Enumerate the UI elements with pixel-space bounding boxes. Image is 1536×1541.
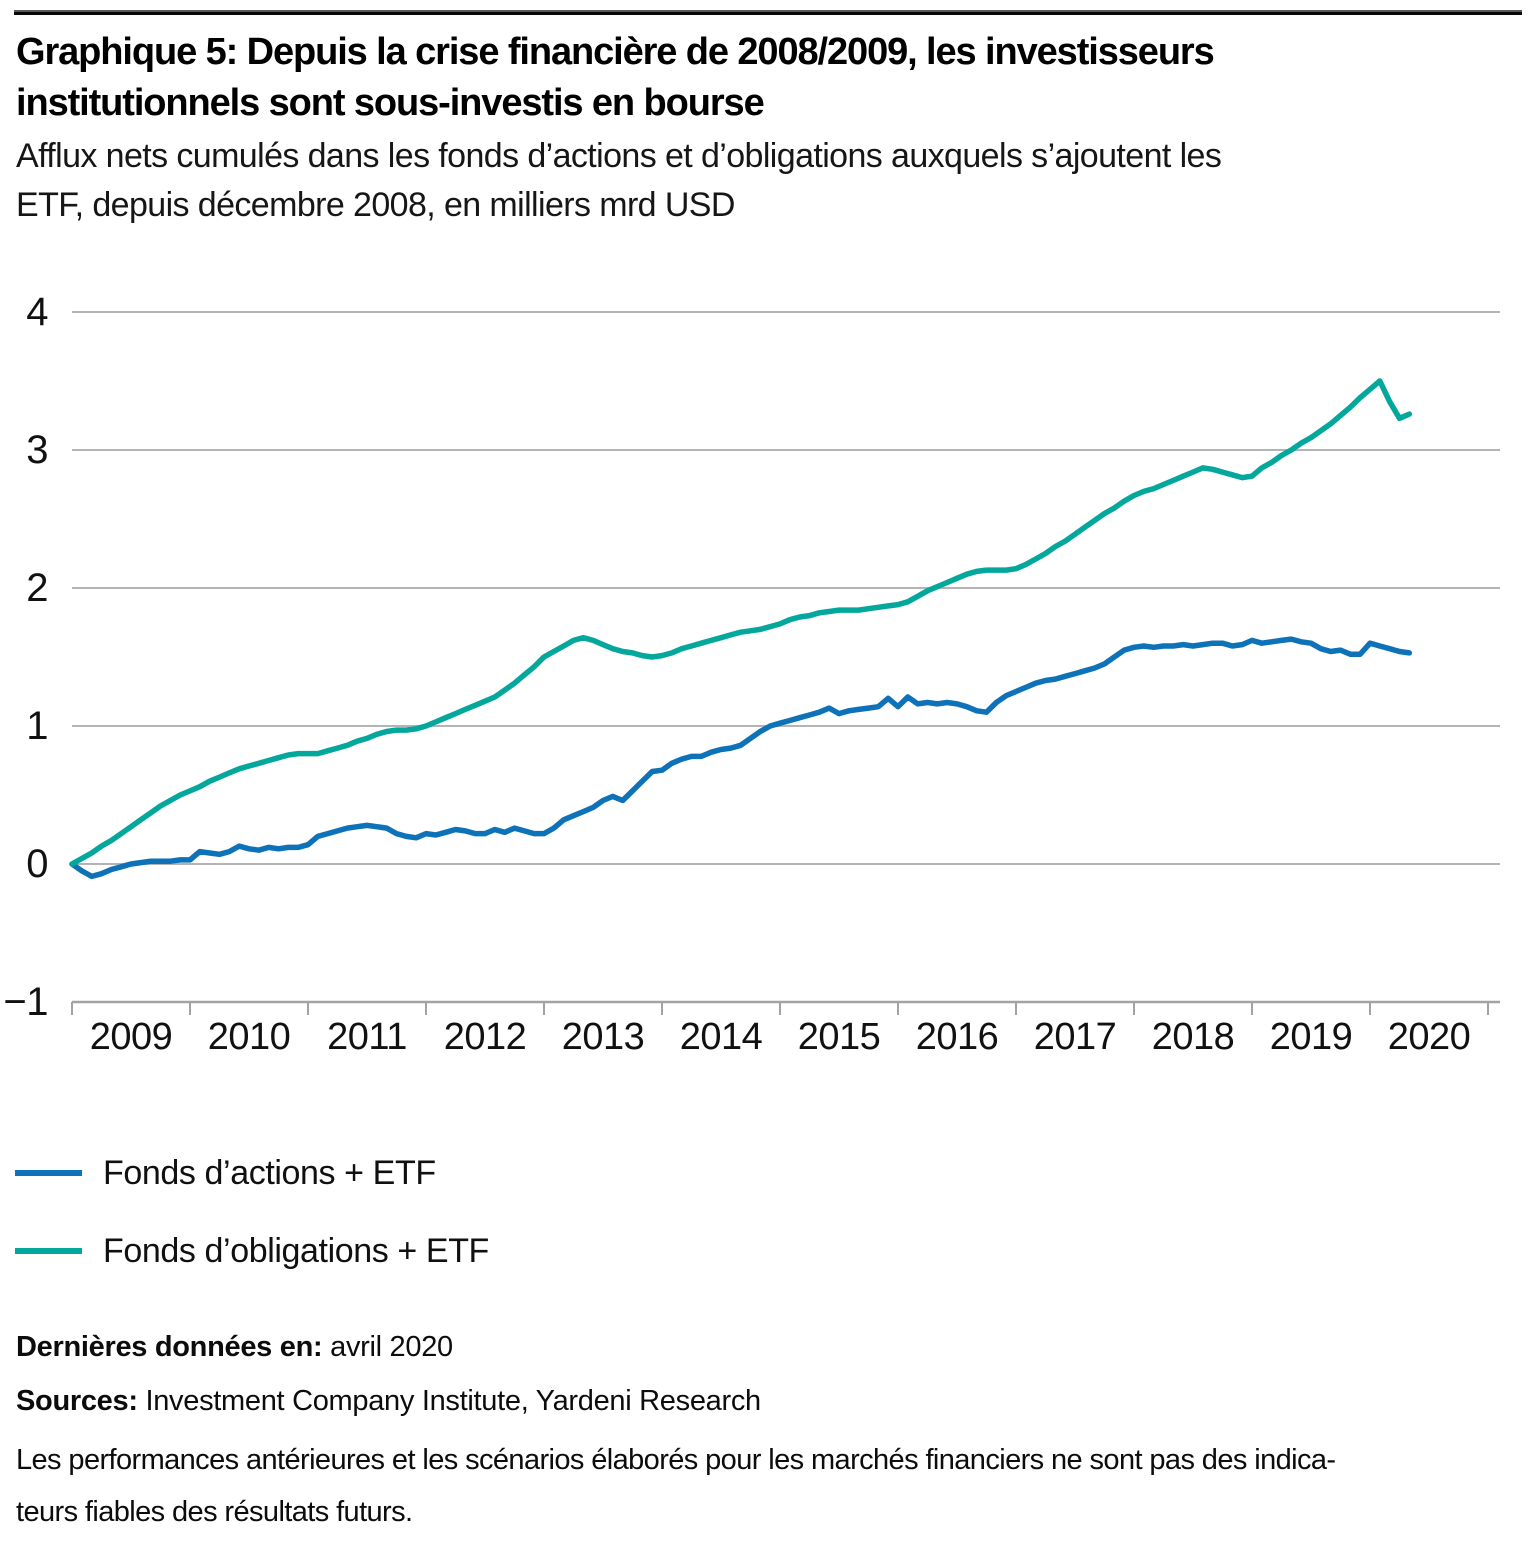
x-axis-label-2019: 2019 — [1269, 1016, 1353, 1058]
chart-subtitle-line-2: ETF, depuis décembre 2008, en milliers m… — [16, 186, 735, 224]
chart-subtitle-line-1: Afflux nets cumulés dans les fonds d’act… — [16, 137, 1222, 175]
legend-label-actions: Fonds d’actions + ETF — [103, 1153, 436, 1192]
x-axis-label-2011: 2011 — [327, 1016, 407, 1058]
disclaimer-line-2: teurs fiables des résultats futurs. — [16, 1496, 413, 1528]
chart-subtitle: Afflux nets cumulés dans les fonds d’act… — [16, 132, 1522, 230]
x-axis-label-2015: 2015 — [797, 1016, 881, 1058]
y-axis-label--1: −1 — [3, 980, 48, 1024]
x-axis-label-2020: 2020 — [1387, 1016, 1471, 1058]
sources-line: Sources: Investment Company Institute, Y… — [16, 1385, 761, 1418]
disclaimer-line-1: Les performances antérieures et les scén… — [16, 1444, 1336, 1476]
y-axis-label-3: 3 — [26, 428, 48, 472]
chart-title: Graphique 5: Depuis la crise financière … — [16, 27, 1522, 129]
x-axis-label-2012: 2012 — [443, 1016, 527, 1058]
legend-label-obligations: Fonds d’obligations + ETF — [103, 1231, 489, 1270]
sources-value: Investment Company Institute, Yardeni Re… — [145, 1385, 761, 1417]
last-data-value: avril 2020 — [330, 1331, 453, 1363]
x-axis-label-2016: 2016 — [915, 1016, 999, 1058]
x-axis-label-2013: 2013 — [561, 1016, 645, 1058]
line-chart-svg — [69, 311, 1500, 1015]
series-line-actions — [69, 636, 1413, 880]
top-double-rule — [14, 10, 1522, 15]
x-axis-label-2010: 2010 — [207, 1016, 291, 1058]
y-axis-label-2: 2 — [26, 566, 48, 610]
y-axis-label-1: 1 — [26, 704, 48, 748]
chart-legend: Fonds d’actions + ETF Fonds d’obligation… — [15, 1152, 489, 1308]
y-axis-label-0: 0 — [26, 842, 48, 886]
legend-item-obligations: Fonds d’obligations + ETF — [15, 1230, 489, 1272]
legend-item-actions: Fonds d’actions + ETF — [15, 1152, 489, 1194]
x-axis-label-2017: 2017 — [1033, 1016, 1117, 1058]
series-line-obligations — [69, 378, 1413, 867]
disclaimer-text: Les performances antérieures et les scén… — [16, 1434, 1336, 1538]
x-axis-label-2014: 2014 — [679, 1016, 763, 1058]
x-axis-label-2009: 2009 — [89, 1016, 173, 1058]
chart-title-line-1: Graphique 5: Depuis la crise financière … — [16, 31, 1215, 73]
x-axis-label-2018: 2018 — [1151, 1016, 1235, 1058]
legend-swatch-obligations — [15, 1248, 82, 1254]
sources-label: Sources: — [16, 1385, 138, 1417]
chart-title-line-2: institutionnels sont sous-investis en bo… — [16, 82, 765, 124]
y-axis-label-4: 4 — [26, 290, 48, 334]
line-chart-area: −1 0 1 2 3 4 2009 2010 2011 2012 2013 2014 2015 2016… — [0, 280, 1536, 1080]
last-data-line: Dernières données en: avril 2020 — [16, 1331, 453, 1364]
last-data-label: Dernières données en: — [16, 1331, 323, 1363]
legend-swatch-actions — [15, 1170, 82, 1176]
